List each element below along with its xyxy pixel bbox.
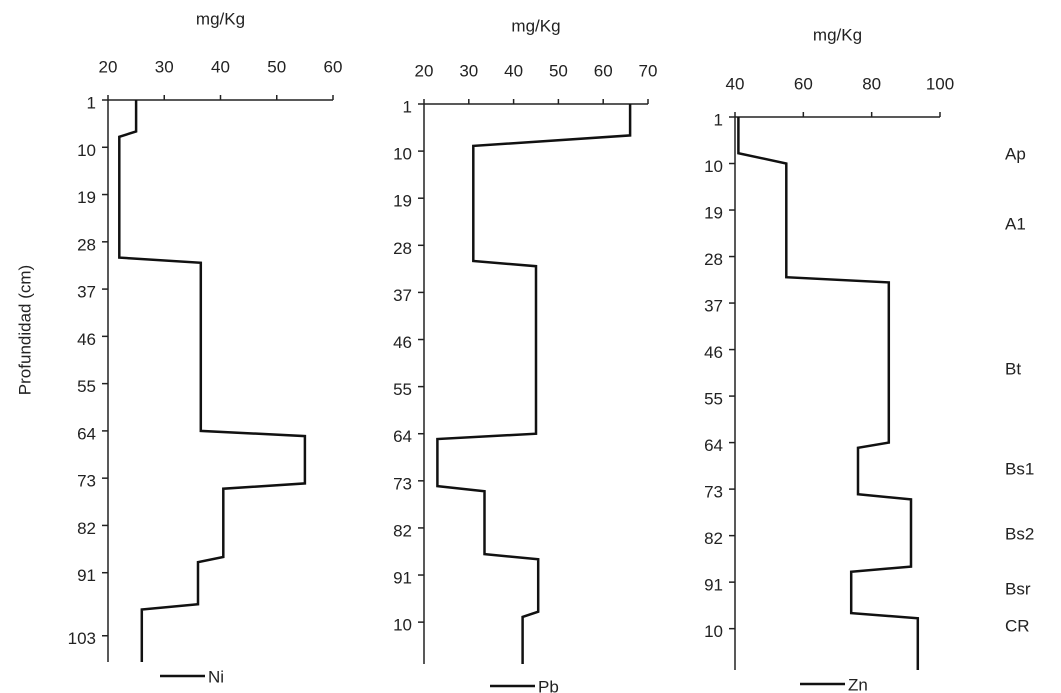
y-tick-label: 103 — [68, 629, 96, 648]
y-tick-label: 19 — [704, 204, 723, 223]
y-tick-label: 28 — [704, 250, 723, 269]
y-tick-label: 1 — [403, 97, 412, 116]
x-tick-label: 60 — [594, 61, 613, 80]
horizon-label: CR — [1005, 616, 1030, 635]
horizon-label: Bt — [1005, 359, 1021, 378]
x-tick-label: 60 — [324, 57, 343, 76]
x-tick-label: 30 — [459, 61, 478, 80]
y-tick-label: 82 — [393, 521, 412, 540]
y-tick-label: 73 — [393, 474, 412, 493]
y-tick-label: 28 — [393, 239, 412, 258]
x-tick-label: 40 — [211, 57, 230, 76]
y-tick-label: 37 — [704, 297, 723, 316]
y-tick-label: 55 — [393, 380, 412, 399]
y-tick-label: 10 — [77, 141, 96, 160]
y-tick-label: 46 — [393, 333, 412, 352]
legend-label: Pb — [538, 677, 559, 693]
y-tick-label: 10 — [704, 157, 723, 176]
y-tick-label: 64 — [704, 436, 723, 455]
profile-line — [118, 100, 307, 662]
x-tick-label: 80 — [862, 74, 881, 93]
x-axis-title: mg/Kg — [813, 25, 862, 44]
horizon-label: A1 — [1005, 214, 1026, 233]
x-axis-title: mg/Kg — [511, 16, 560, 35]
y-tick-label: 91 — [77, 566, 96, 585]
x-tick-label: 20 — [99, 57, 118, 76]
x-tick-label: 20 — [415, 61, 434, 80]
y-tick-label: 82 — [77, 519, 96, 538]
y-tick-label: 19 — [393, 192, 412, 211]
y-tick-label: 73 — [77, 472, 96, 491]
y-tick-label: 55 — [77, 377, 96, 396]
y-tick-label: 19 — [77, 188, 96, 207]
y-tick-label: 64 — [77, 424, 96, 443]
horizon-label: Bs1 — [1005, 459, 1034, 478]
y-tick-label: 10 — [393, 616, 412, 635]
horizon-label: Bsr — [1005, 579, 1031, 598]
y-tick-label: 37 — [77, 283, 96, 302]
horizon-label: Bs2 — [1005, 524, 1034, 543]
x-tick-label: 40 — [504, 61, 523, 80]
y-tick-label: 46 — [77, 330, 96, 349]
x-axis-title: mg/Kg — [196, 9, 245, 28]
x-tick-label: 30 — [155, 57, 174, 76]
x-tick-label: 50 — [267, 57, 286, 76]
y-tick-label: 55 — [704, 390, 723, 409]
legend-label: Ni — [208, 667, 224, 686]
horizon-label: Ap — [1005, 144, 1026, 163]
profile-line — [737, 117, 920, 670]
y-tick-label: 10 — [704, 622, 723, 641]
y-tick-label: 73 — [704, 483, 723, 502]
y-tick-label: 64 — [393, 427, 412, 446]
x-tick-label: 50 — [549, 61, 568, 80]
profile-line — [436, 104, 632, 664]
x-tick-label: 40 — [726, 74, 745, 93]
y-tick-label: 1 — [87, 93, 96, 112]
y-tick-label: 28 — [77, 235, 96, 254]
y-tick-label: 46 — [704, 343, 723, 362]
y-tick-label: 10 — [393, 145, 412, 164]
x-tick-label: 70 — [639, 61, 658, 80]
y-tick-label: 37 — [393, 286, 412, 305]
y-axis-title: Profundidad (cm) — [15, 265, 34, 395]
legend-label: Zn — [848, 675, 868, 693]
y-tick-label: 1 — [714, 110, 723, 129]
x-tick-label: 60 — [794, 74, 813, 93]
y-tick-label: 91 — [704, 576, 723, 595]
y-tick-label: 82 — [704, 529, 723, 548]
x-tick-label: 100 — [926, 74, 954, 93]
y-tick-label: 91 — [393, 569, 412, 588]
